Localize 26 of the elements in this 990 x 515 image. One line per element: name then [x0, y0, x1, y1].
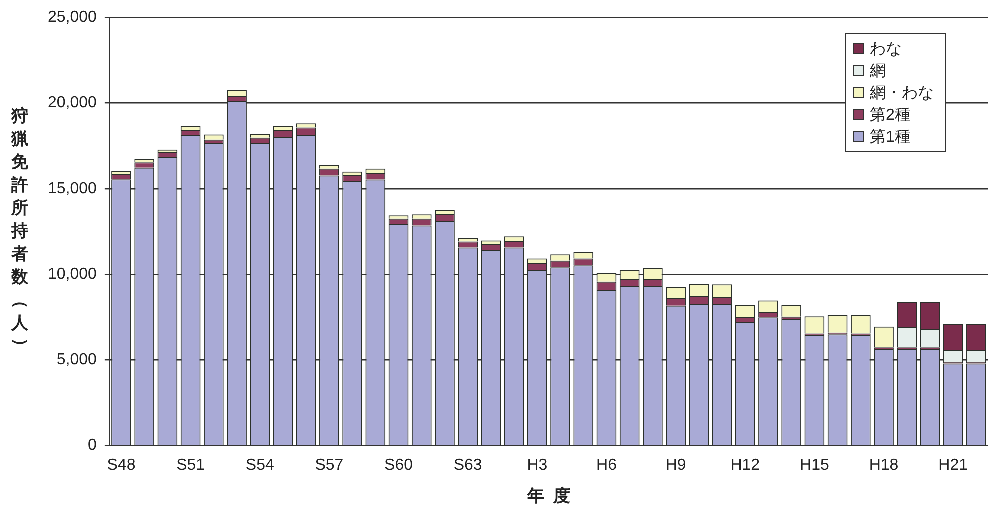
x-tick-label: S48 [107, 456, 136, 474]
x-tick-label: S60 [384, 456, 414, 474]
x-tick-label: H6 [596, 456, 618, 474]
x-tick-label: H12 [730, 456, 760, 474]
x-tick-label: H18 [869, 456, 899, 474]
legend-label: 網 [869, 63, 886, 80]
y-tick-label: 0 [88, 437, 98, 454]
text: 狩猟免許所持者数（人） [11, 106, 30, 356]
legend-label: わな [870, 41, 902, 58]
legend-label: 第2種 [870, 107, 911, 124]
x-tick-label: H9 [666, 456, 686, 474]
y-tick-label: 5,000 [56, 352, 98, 369]
x-tick-label: S57 [315, 456, 344, 474]
x-axis-title: 年度 [526, 486, 570, 506]
y-tick-label: 10,000 [48, 266, 98, 283]
legend-label: 第1種 [870, 129, 911, 146]
x-tick-label: H3 [527, 456, 548, 474]
legend-label: 網・わな [869, 85, 934, 102]
x-tick-label: S51 [176, 456, 206, 474]
x-tick-label: H21 [938, 456, 968, 474]
x-tick-label: S54 [246, 456, 274, 474]
y-tick-label: 20,000 [48, 94, 98, 112]
x-tick-label: S63 [454, 456, 482, 474]
y-tick-label: 25,000 [48, 9, 98, 26]
y-tick-label: 15,000 [48, 180, 98, 198]
x-tick-label: H15 [800, 456, 830, 474]
